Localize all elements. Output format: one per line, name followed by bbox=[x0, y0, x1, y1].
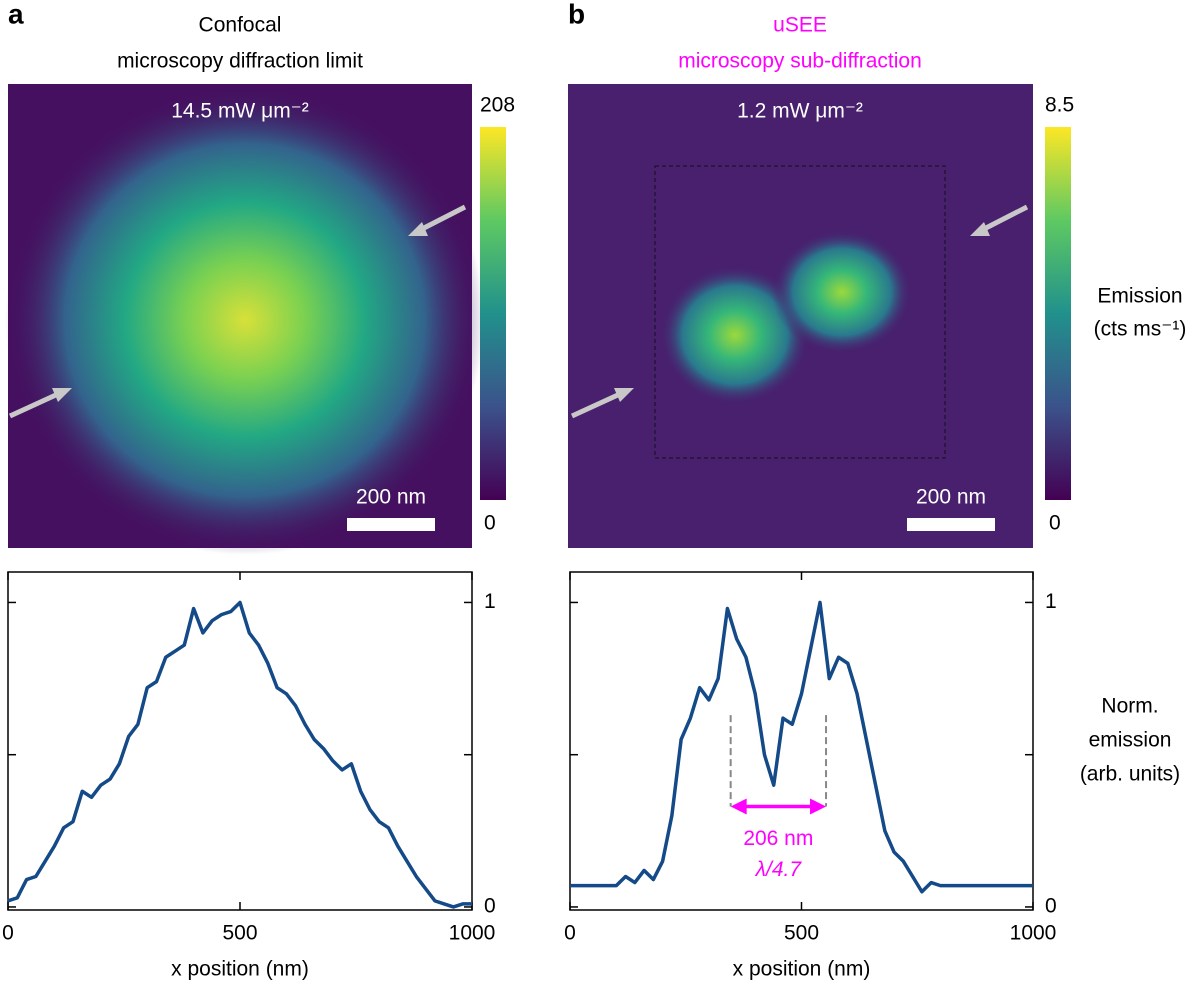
heatmap-blob bbox=[660, 265, 810, 405]
arrow-head bbox=[730, 798, 747, 815]
profile-line bbox=[7, 600, 472, 909]
panel-title: Confocal bbox=[199, 14, 282, 37]
x-tick-label: 0 bbox=[2, 922, 14, 945]
colorbar-tick-label: 0 bbox=[484, 512, 496, 535]
y-axis-label: emission bbox=[1089, 729, 1172, 752]
panel-title: uSEE bbox=[773, 14, 827, 37]
plot-frame bbox=[7, 571, 473, 911]
y-tick-label: 1 bbox=[484, 590, 496, 613]
x-tick-label: 1000 bbox=[449, 922, 496, 945]
x-tick-label: 0 bbox=[564, 922, 576, 945]
y-tick-label: 0 bbox=[1045, 895, 1057, 918]
x-tick-label: 500 bbox=[222, 922, 257, 945]
colorbar-tick-label: 0 bbox=[1049, 512, 1061, 535]
separation-ratio: λ/4.7 bbox=[755, 858, 803, 881]
colorbar-label: Emission bbox=[1097, 285, 1182, 308]
x-tick-label: 500 bbox=[784, 922, 819, 945]
scalebar-label: 200 nm bbox=[356, 486, 426, 509]
plot-frame bbox=[569, 571, 1034, 911]
intensity: 1.2 mW μm⁻² bbox=[737, 100, 863, 123]
separation-label: 206 nm bbox=[743, 827, 813, 850]
arrows-b bbox=[570, 204, 1029, 419]
y-axis-label: Norm. bbox=[1101, 695, 1158, 718]
colorbar-tick-label: 8.5 bbox=[1045, 94, 1074, 117]
panel-label: b bbox=[568, 0, 585, 29]
heatmap-blob bbox=[772, 230, 912, 354]
colorbar bbox=[1045, 127, 1071, 500]
colorbar bbox=[480, 127, 506, 500]
scalebar-label: 200 nm bbox=[916, 486, 986, 509]
panel-title: microscopy sub-diffraction bbox=[678, 50, 922, 73]
scalebar bbox=[347, 518, 435, 531]
panel-label: a bbox=[8, 0, 24, 29]
arrows-a bbox=[8, 204, 467, 419]
y-tick-label: 1 bbox=[1045, 590, 1057, 613]
panel-title: microscopy diffraction limit bbox=[117, 50, 363, 73]
heatmap-blob bbox=[5, 85, 485, 555]
roi-box bbox=[654, 165, 946, 459]
y-axis-label: (arb. units) bbox=[1080, 763, 1180, 786]
x-axis-label: x position (nm) bbox=[171, 958, 309, 981]
x-axis-label: x position (nm) bbox=[733, 958, 871, 981]
scalebar bbox=[907, 518, 995, 531]
colorbar-label: (cts ms⁻¹) bbox=[1094, 318, 1187, 341]
colorbar-tick-label: 208 bbox=[480, 94, 515, 117]
x-tick-label: 1000 bbox=[1010, 922, 1057, 945]
y-tick-label: 0 bbox=[484, 895, 496, 918]
profile-line bbox=[570, 600, 1033, 894]
intensity: 14.5 mW μm⁻² bbox=[171, 100, 309, 123]
arrow-head bbox=[810, 798, 827, 815]
